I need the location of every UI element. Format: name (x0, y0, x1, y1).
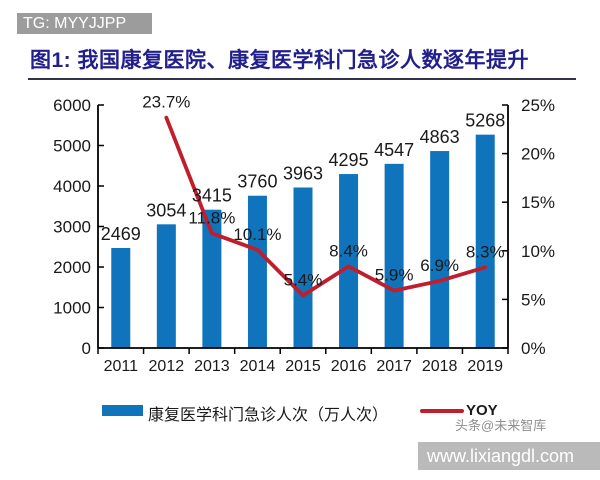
left-tick-label: 5000 (53, 137, 91, 156)
figure-title: 图1: 我国康复医院、康复医学科门急诊人数逐年提升 (30, 49, 530, 72)
bar-label-2016: 4295 (329, 150, 369, 170)
legend-line-label: YOY (466, 402, 498, 419)
bar-label-2015: 3963 (283, 163, 323, 183)
x-label-2013: 2013 (194, 358, 230, 375)
legend-bar-swatch (102, 405, 143, 416)
right-tick-label: 20% (521, 145, 555, 164)
site-watermark: www.lixiangdl.com (418, 442, 600, 470)
bar-2012 (156, 224, 176, 348)
pct-label-2017: 5.9% (375, 266, 414, 285)
bar-label-2019: 5268 (465, 111, 505, 131)
bar-2019 (475, 134, 495, 348)
right-tick-label: 25% (521, 96, 555, 115)
right-tick-label: 0% (521, 339, 546, 358)
x-label-2012: 2012 (149, 358, 185, 375)
pct-label-2016: 8.4% (329, 241, 368, 260)
right-tick-label: 15% (521, 193, 555, 212)
pct-label-2013: 11.8% (188, 208, 235, 227)
bar-2014 (247, 195, 267, 348)
bar-2015 (293, 187, 313, 348)
title-divider (28, 78, 576, 80)
x-label-2016: 2016 (331, 358, 367, 375)
pct-label-2014: 10.1% (233, 225, 281, 244)
right-tick-label: 5% (521, 290, 546, 309)
bar-label-2013: 3415 (192, 186, 232, 206)
bar-label-2014: 3760 (237, 172, 277, 192)
right-tick-label: 10% (521, 242, 555, 261)
pct-label-2015: 5.4% (284, 271, 323, 290)
x-label-2014: 2014 (240, 358, 276, 375)
x-label-2015: 2015 (285, 358, 321, 375)
x-label-2011: 2011 (104, 358, 139, 375)
left-tick-label: 3000 (53, 218, 91, 237)
yoy-line (164, 115, 488, 298)
bar-2018 (430, 151, 450, 348)
x-label-2018: 2018 (422, 358, 458, 375)
byline-watermark: 头条@未来智库 (455, 418, 547, 433)
left-tick-label: 6000 (53, 96, 91, 115)
left-tick-label: 1000 (53, 299, 91, 318)
pct-label-2019: 8.3% (466, 242, 505, 261)
bar-label-2017: 4547 (374, 140, 414, 160)
pct-label-2018: 6.9% (420, 256, 459, 275)
x-label-2017: 2017 (376, 358, 412, 375)
bar-label-2011: 2469 (101, 224, 141, 244)
bar-2011 (111, 248, 131, 348)
bar-2016 (339, 174, 359, 348)
x-label-2019: 2019 (467, 358, 503, 375)
left-tick-label: 0 (82, 339, 91, 358)
combo-chart: 0 1000 2000 3000 4000 5000 6000 0% 5% 10% 15% 20% 25… (53, 93, 555, 375)
left-tick-label: 4000 (53, 177, 91, 196)
bar-label-2012: 3054 (146, 200, 186, 220)
bar-label-2018: 4863 (420, 127, 460, 147)
bar-2017 (384, 163, 404, 348)
legend-bar-label: 康复医学科门急诊人次（万人次） (148, 407, 389, 424)
channel-badge: TG: MYYJJPP (17, 13, 152, 34)
left-tick-label: 2000 (53, 258, 91, 277)
bar-2013 (202, 209, 222, 348)
pct-label-2012: 23.7% (142, 93, 190, 112)
legend-line-swatch (420, 409, 464, 413)
